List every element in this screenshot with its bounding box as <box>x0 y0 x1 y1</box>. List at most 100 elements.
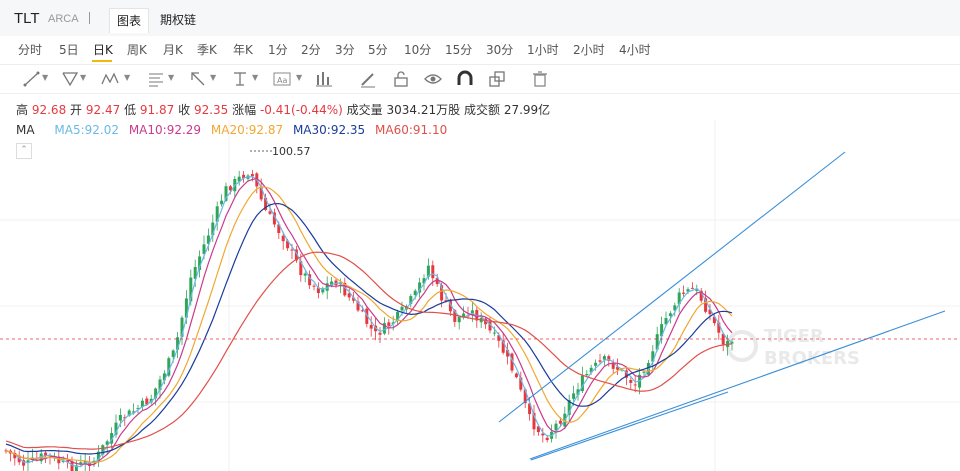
candle-body <box>206 235 210 244</box>
svg-text:Aa: Aa <box>277 76 287 85</box>
text-tool-caret-icon[interactable]: ▼ <box>296 73 303 82</box>
candle-body <box>462 313 466 318</box>
ma20-value: MA20:92.87 <box>210 123 284 137</box>
candle-body <box>492 332 496 334</box>
tab-chart[interactable]: 图表 <box>109 8 150 33</box>
line-tool-icon[interactable] <box>22 69 50 89</box>
period-4h[interactable]: 4小时 <box>619 43 651 57</box>
candlestick-chart[interactable]: TIGER BROKERS 100.57 <box>0 120 960 471</box>
trash-icon[interactable] <box>530 69 558 89</box>
candle-body <box>158 379 162 391</box>
candle-body <box>281 235 285 242</box>
period-3min[interactable]: 3分 <box>335 43 355 57</box>
period-intraday[interactable]: 分时 <box>18 43 43 57</box>
candle-body <box>708 309 712 315</box>
candle-body <box>286 240 290 249</box>
pattern-tool-caret-icon[interactable]: ▼ <box>124 73 131 82</box>
candle-body <box>431 265 435 279</box>
arrow-tool-icon[interactable] <box>188 69 216 89</box>
period-monthly[interactable]: 月K <box>163 43 183 57</box>
text-tool-icon[interactable]: Aa <box>272 69 300 89</box>
layers-icon[interactable] <box>487 69 515 89</box>
lower-channel-line[interactable] <box>529 310 946 460</box>
period-5min[interactable]: 5分 <box>368 43 388 57</box>
candle-body <box>176 337 180 350</box>
candle-body <box>558 420 562 424</box>
period-2h[interactable]: 2小时 <box>573 43 605 57</box>
candle-body <box>572 393 576 399</box>
fib-tool-caret-icon[interactable]: ▼ <box>168 73 175 82</box>
candle-body <box>602 356 606 360</box>
measure-tool-icon[interactable] <box>230 69 258 89</box>
candle-body <box>611 363 615 369</box>
high-value: 92.68 <box>31 103 67 117</box>
candle-body <box>426 265 430 277</box>
candle-body <box>651 351 655 362</box>
candle-body <box>123 417 127 419</box>
bar-pattern-icon[interactable] <box>314 69 342 89</box>
candle-body <box>193 266 197 279</box>
magnet-icon[interactable] <box>455 69 483 89</box>
candle-body <box>312 285 316 287</box>
period-30min[interactable]: 30分 <box>486 43 514 57</box>
candle-body <box>418 282 422 293</box>
period-daily[interactable]: 日K <box>93 43 113 57</box>
pitchfork-tool-caret-icon[interactable]: ▼ <box>80 73 87 82</box>
arrow-tool-caret-icon[interactable]: ▼ <box>210 73 217 82</box>
collapse-indicators-button[interactable]: ⌃ <box>16 143 32 159</box>
candle-body <box>422 278 426 284</box>
candle-body <box>360 310 364 312</box>
max-price-marker: 100.57 <box>250 145 311 158</box>
upper-channel-line[interactable] <box>498 151 846 423</box>
candle-body <box>642 371 646 373</box>
trendlines[interactable] <box>498 151 946 461</box>
candle-body <box>488 321 492 331</box>
pattern-tool-icon[interactable] <box>100 69 128 89</box>
candle-body <box>567 400 571 415</box>
period-yearly[interactable]: 年K <box>233 43 253 57</box>
pitchfork-tool-icon[interactable] <box>60 69 88 89</box>
candle-body <box>682 292 686 294</box>
tab-option-chain[interactable]: 期权链 <box>160 13 197 27</box>
candle-body <box>356 301 360 311</box>
fib-tool-icon[interactable] <box>146 69 174 89</box>
support-line[interactable] <box>530 391 729 461</box>
lock-icon[interactable] <box>391 69 419 89</box>
candle-body <box>57 456 61 464</box>
candle-body <box>717 322 721 333</box>
candle-body <box>26 460 30 463</box>
period-10min[interactable]: 10分 <box>404 43 432 57</box>
volume-value: 3034.21万股 <box>386 103 461 117</box>
period-5d[interactable]: 5日 <box>59 43 79 57</box>
candle-body <box>501 340 505 353</box>
candle-body <box>110 433 114 444</box>
period-quarterly[interactable]: 季K <box>197 43 217 57</box>
candle-body <box>712 316 716 324</box>
candle-body <box>127 410 131 416</box>
broker-watermark: TIGER BROKERS <box>726 326 860 369</box>
period-2min[interactable]: 2分 <box>301 43 321 57</box>
candle-body <box>180 317 184 337</box>
period-1h[interactable]: 1小时 <box>527 43 559 57</box>
grid <box>0 120 960 471</box>
period-1min[interactable]: 1分 <box>268 43 288 57</box>
period-15min[interactable]: 15分 <box>445 43 473 57</box>
ma30-value: MA30:92.35 <box>292 123 366 137</box>
ma30-line <box>5 202 733 455</box>
max-price-label: 100.57 <box>272 145 311 158</box>
candle-body <box>664 318 668 325</box>
volume-label: 成交量 <box>346 103 383 117</box>
candle-body <box>673 305 677 311</box>
measure-tool-caret-icon[interactable]: ▼ <box>252 73 259 82</box>
pencil-icon[interactable] <box>358 69 386 89</box>
ma5-value: MA5:92.02 <box>54 123 119 137</box>
period-weekly[interactable]: 周K <box>127 43 147 57</box>
line-tool-caret-icon[interactable]: ▼ <box>42 73 49 82</box>
candle-body <box>184 298 188 318</box>
ma-legend: MA MA5:92.02 MA10:92.29 MA20:92.87 MA30:… <box>16 123 447 137</box>
candle-body <box>316 287 320 294</box>
moving-average-lines <box>5 176 733 468</box>
ma20-line <box>5 186 733 464</box>
symbol-label: TLT <box>14 10 40 27</box>
eye-icon[interactable] <box>423 69 451 89</box>
